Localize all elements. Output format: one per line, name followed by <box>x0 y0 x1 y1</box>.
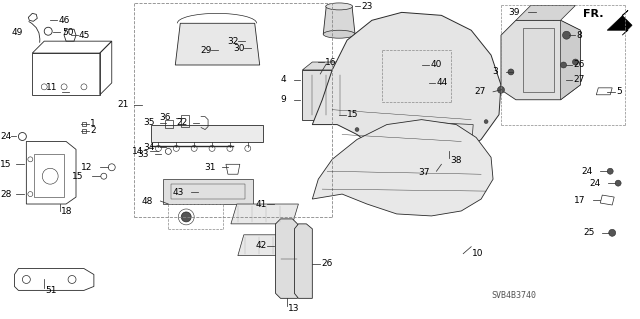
Text: SVB4B3740: SVB4B3740 <box>491 291 536 300</box>
Text: 18: 18 <box>61 207 72 217</box>
Text: 25: 25 <box>583 228 595 237</box>
Text: 41: 41 <box>255 199 267 209</box>
Polygon shape <box>302 62 362 70</box>
Circle shape <box>572 59 579 65</box>
Text: 40: 40 <box>431 61 442 70</box>
Polygon shape <box>238 235 294 256</box>
Polygon shape <box>175 23 260 65</box>
Polygon shape <box>501 20 580 100</box>
Text: 24: 24 <box>581 167 593 176</box>
Text: 3: 3 <box>492 67 498 77</box>
Text: 43: 43 <box>173 188 184 197</box>
Text: 46: 46 <box>58 16 70 25</box>
Text: 16: 16 <box>325 57 337 67</box>
Text: 8: 8 <box>577 31 582 40</box>
Polygon shape <box>607 11 632 35</box>
Text: FR.: FR. <box>583 9 604 19</box>
Ellipse shape <box>323 30 355 38</box>
Circle shape <box>410 149 413 153</box>
Text: 24: 24 <box>0 132 12 141</box>
Text: 36: 36 <box>159 113 170 122</box>
Text: 23: 23 <box>361 2 372 11</box>
Circle shape <box>316 73 323 79</box>
Polygon shape <box>323 6 355 34</box>
Polygon shape <box>163 179 253 204</box>
Text: 15: 15 <box>347 110 358 119</box>
Text: 15: 15 <box>0 160 12 169</box>
Text: 30: 30 <box>234 44 245 53</box>
Polygon shape <box>352 62 362 112</box>
Text: 37: 37 <box>418 168 429 177</box>
Text: 15: 15 <box>72 172 84 181</box>
Circle shape <box>607 168 613 174</box>
Text: 24: 24 <box>589 179 600 188</box>
Text: 44: 44 <box>436 78 448 87</box>
Text: 2: 2 <box>90 126 95 135</box>
Text: 50: 50 <box>62 28 74 37</box>
Circle shape <box>508 69 514 75</box>
Circle shape <box>563 31 570 39</box>
Polygon shape <box>312 12 501 161</box>
Text: 1: 1 <box>90 119 95 128</box>
Polygon shape <box>402 66 417 87</box>
Text: 14: 14 <box>132 147 143 156</box>
Text: 31: 31 <box>205 163 216 172</box>
Text: 21: 21 <box>117 100 129 109</box>
Text: 49: 49 <box>12 28 23 37</box>
Text: 11: 11 <box>47 83 58 92</box>
Text: 17: 17 <box>574 196 586 204</box>
Polygon shape <box>396 58 426 92</box>
Circle shape <box>609 229 616 236</box>
Text: 27: 27 <box>475 87 486 96</box>
Text: 22: 22 <box>176 118 188 127</box>
Circle shape <box>469 137 473 141</box>
Polygon shape <box>231 204 298 224</box>
Circle shape <box>355 128 359 131</box>
Text: 45: 45 <box>79 31 90 40</box>
Text: 38: 38 <box>451 156 462 165</box>
Circle shape <box>181 212 191 222</box>
Circle shape <box>497 86 504 93</box>
Polygon shape <box>302 70 352 120</box>
Circle shape <box>615 180 621 186</box>
Text: 51: 51 <box>45 286 57 295</box>
Polygon shape <box>294 224 312 298</box>
Text: 39: 39 <box>508 8 520 17</box>
Text: 9: 9 <box>281 95 287 104</box>
Polygon shape <box>276 219 298 298</box>
Text: 48: 48 <box>141 197 152 205</box>
Text: 12: 12 <box>81 163 92 172</box>
Polygon shape <box>561 20 580 100</box>
Text: 5: 5 <box>616 87 622 96</box>
Circle shape <box>484 120 488 123</box>
Text: 13: 13 <box>287 304 299 313</box>
Text: 32: 32 <box>227 37 239 46</box>
Text: 42: 42 <box>255 241 267 250</box>
Text: 34: 34 <box>143 143 154 152</box>
Circle shape <box>380 139 384 144</box>
Text: 28: 28 <box>0 189 12 199</box>
Text: 27: 27 <box>573 75 585 85</box>
Polygon shape <box>516 5 575 20</box>
Text: 33: 33 <box>137 150 148 159</box>
Circle shape <box>424 82 429 88</box>
Ellipse shape <box>326 3 353 10</box>
Circle shape <box>561 62 566 68</box>
Text: 10: 10 <box>472 249 484 258</box>
Text: 29: 29 <box>201 46 212 55</box>
Circle shape <box>444 149 449 153</box>
Polygon shape <box>152 125 262 143</box>
Text: 26: 26 <box>321 259 333 268</box>
Text: 26: 26 <box>573 61 585 70</box>
Text: 4: 4 <box>281 75 287 85</box>
Polygon shape <box>312 120 493 216</box>
Text: 35: 35 <box>143 118 154 127</box>
Polygon shape <box>523 28 554 92</box>
